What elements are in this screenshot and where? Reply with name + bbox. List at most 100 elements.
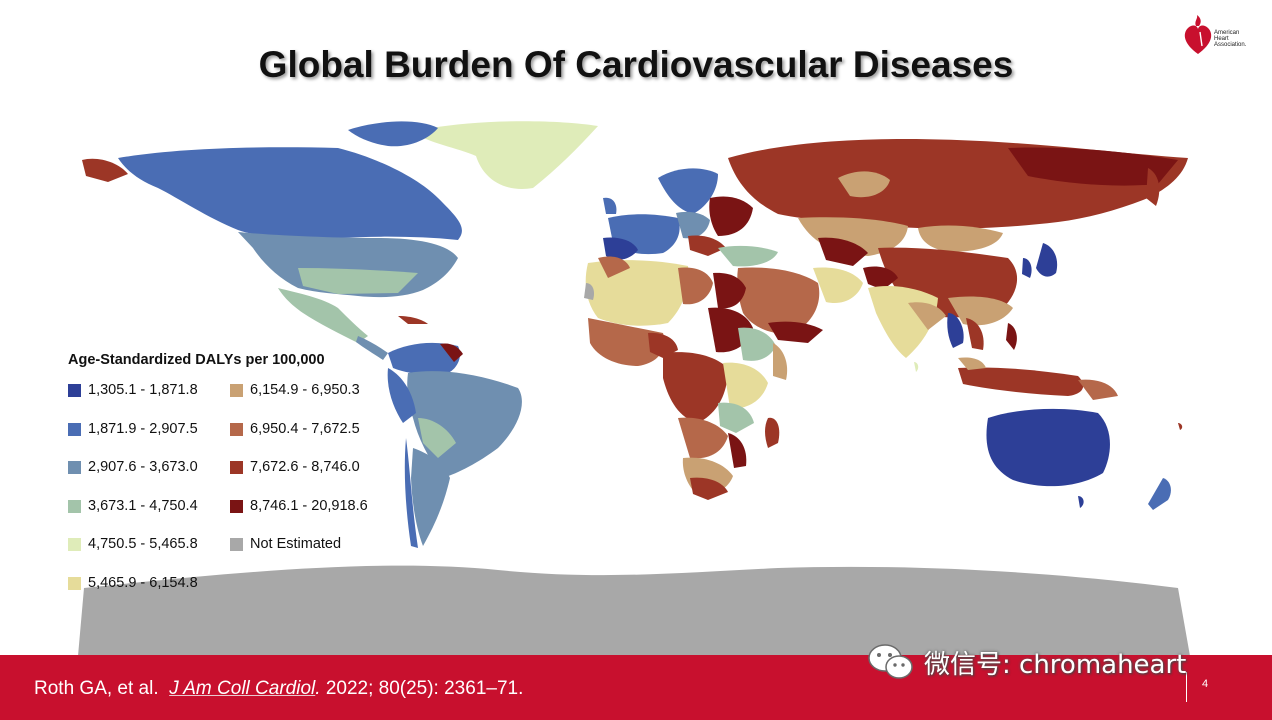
legend-label: 3,673.1 - 4,750.4 bbox=[88, 497, 198, 514]
region-peru bbox=[387, 368, 416, 423]
region-vietnam-laos bbox=[966, 318, 984, 350]
region-central-asia bbox=[818, 237, 868, 266]
legend-item: 1,305.1 - 1,871.8 bbox=[68, 382, 230, 421]
region-central-europe bbox=[676, 211, 710, 239]
region-yemen-oman bbox=[768, 321, 823, 343]
region-middle-east bbox=[737, 267, 820, 334]
region-mozambique bbox=[728, 433, 747, 468]
legend-item: 2,907.6 - 3,673.0 bbox=[68, 459, 230, 498]
legend-label: 8,746.1 - 20,918.6 bbox=[250, 497, 368, 514]
region-pacific-island bbox=[1178, 423, 1183, 430]
legend-swatch bbox=[230, 384, 243, 397]
region-indonesia bbox=[958, 367, 1084, 396]
region-siberia-east bbox=[1008, 147, 1178, 186]
legend-swatch bbox=[68, 422, 81, 436]
region-new-zealand bbox=[1148, 478, 1171, 510]
legend-swatch bbox=[68, 576, 81, 590]
region-mexico bbox=[278, 288, 368, 343]
region-india-east bbox=[908, 302, 946, 330]
region-morocco bbox=[598, 256, 630, 278]
legend-swatch bbox=[230, 461, 243, 475]
footer-bar bbox=[0, 655, 1272, 720]
region-greenland bbox=[413, 121, 598, 189]
legend-swatch bbox=[68, 461, 81, 475]
legend-item: 6,950.4 - 7,672.5 bbox=[230, 421, 398, 460]
citation-author: Roth GA, et al. bbox=[34, 678, 159, 699]
region-korea bbox=[1022, 258, 1032, 278]
region-nigeria bbox=[648, 332, 678, 358]
legend-item: 8,746.1 - 20,918.6 bbox=[230, 498, 398, 537]
region-mongolia bbox=[918, 225, 1003, 252]
region-south-africa bbox=[690, 477, 728, 500]
region-north-africa-west bbox=[585, 260, 689, 326]
legend-label: 6,154.9 - 6,950.3 bbox=[250, 382, 360, 398]
region-australia bbox=[986, 408, 1110, 487]
region-sri-lanka bbox=[914, 362, 919, 372]
region-eastern-europe bbox=[709, 196, 753, 236]
page-number: 4 bbox=[1202, 678, 1209, 690]
aha-logo-text: American Heart Association. bbox=[1214, 30, 1246, 48]
region-central-asia-north bbox=[838, 171, 890, 198]
map-legend: Age-Standardized DALYs per 100,000 1,305… bbox=[68, 352, 398, 614]
watermark-text: 微信号: chromaheart bbox=[924, 649, 1187, 680]
legend-item: 4,750.5 - 5,465.8 bbox=[68, 536, 230, 575]
region-egypt bbox=[713, 272, 746, 309]
region-colombia-venezuela bbox=[388, 342, 460, 375]
region-kamchatka bbox=[1146, 168, 1160, 206]
legend-item: 7,672.6 - 8,746.0 bbox=[230, 459, 398, 498]
legend-label: 5,465.9 - 6,154.8 bbox=[88, 574, 198, 591]
region-west-africa bbox=[588, 318, 665, 366]
citation: Roth GA, et al. J Am Coll Cardiol. 2022;… bbox=[34, 678, 524, 699]
region-png bbox=[1078, 379, 1118, 400]
region-uk bbox=[603, 197, 617, 214]
legend-item: 6,154.9 - 6,950.3 bbox=[230, 382, 398, 421]
region-arctic-islands bbox=[348, 121, 438, 147]
region-philippines bbox=[1006, 323, 1017, 350]
region-ethiopia bbox=[738, 327, 776, 361]
legend-item: 5,465.9 - 6,154.8 bbox=[68, 575, 230, 614]
region-china-south bbox=[948, 296, 1013, 326]
aha-text-line1: American bbox=[1214, 30, 1240, 36]
region-balkans bbox=[688, 235, 726, 256]
region-turkey bbox=[718, 245, 778, 267]
region-afghanistan bbox=[863, 266, 898, 290]
legend-title: Age-Standardized DALYs per 100,000 bbox=[68, 352, 325, 368]
region-argentina-chile bbox=[411, 448, 450, 546]
legend-label: 1,305.1 - 1,871.8 bbox=[88, 382, 198, 398]
region-western-sahara bbox=[584, 283, 595, 300]
region-caribbean bbox=[398, 316, 428, 324]
region-central-america bbox=[356, 336, 388, 360]
region-chile bbox=[404, 438, 418, 548]
world-map bbox=[78, 121, 1190, 656]
legend-label: 4,750.5 - 5,465.8 bbox=[88, 536, 198, 553]
region-central-africa bbox=[663, 352, 728, 423]
legend-label: 2,907.6 - 3,673.0 bbox=[88, 459, 198, 476]
legend-label: 7,672.6 - 8,746.0 bbox=[250, 459, 360, 476]
region-somalia bbox=[773, 343, 788, 380]
aha-logo-icon bbox=[1184, 15, 1212, 54]
legend-label: 1,871.9 - 2,907.5 bbox=[88, 420, 198, 437]
region-canada bbox=[118, 147, 462, 240]
region-libya bbox=[678, 267, 713, 305]
slide-title: Global Burden Of Cardiovascular Diseases bbox=[258, 44, 1014, 85]
region-tanzania bbox=[718, 402, 754, 433]
region-madagascar bbox=[765, 417, 780, 448]
legend-item: 1,871.9 - 2,907.5 bbox=[68, 421, 230, 460]
region-angola-zambia bbox=[678, 417, 728, 459]
region-myanmar-thailand bbox=[947, 313, 964, 348]
page-divider bbox=[1186, 672, 1187, 702]
legend-item: 3,673.1 - 4,750.4 bbox=[68, 498, 230, 537]
legend-swatch bbox=[68, 499, 81, 513]
region-malaysia bbox=[958, 357, 986, 370]
aha-text-line3: Association. bbox=[1214, 42, 1247, 48]
legend-swatch bbox=[230, 538, 243, 552]
region-guyana bbox=[440, 343, 463, 362]
legend-swatch bbox=[230, 499, 243, 513]
legend-label: 6,950.4 - 7,672.5 bbox=[250, 420, 360, 437]
watermark: 微信号: chromaheart bbox=[866, 642, 1186, 682]
legend-swatch bbox=[230, 422, 243, 436]
citation-details: 2022; 80(25): 2361–71. bbox=[325, 678, 524, 699]
region-kazakhstan bbox=[798, 217, 908, 256]
aha-text-line2: Heart bbox=[1214, 36, 1229, 42]
